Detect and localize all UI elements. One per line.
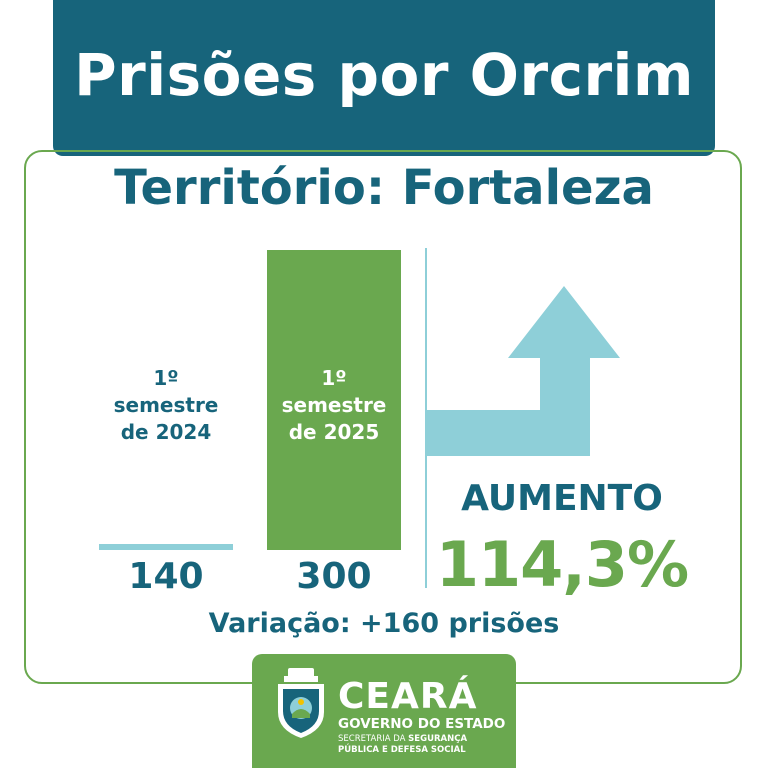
secretariat-highlight-2: PÚBLICA E DEFESA SOCIAL (338, 745, 466, 755)
bar-category-label-2: 1º semestre de 2025 (281, 366, 387, 444)
secretariat-prefix: SECRETARIA DA (338, 734, 406, 744)
brand-name: CEARÁ (338, 676, 478, 717)
bar-1 (99, 544, 233, 550)
bar-value-label-1: 140 (128, 556, 204, 597)
government-label: GOVERNO DO ESTADO (338, 716, 506, 732)
variation-text: Variação: +160 prisões (208, 608, 560, 639)
increase-percent: 114,3% (435, 528, 689, 601)
arrow-up-turn-icon (426, 286, 620, 456)
secretariat-highlight-1: SEGURANÇA (408, 734, 468, 744)
bar-2 (267, 250, 401, 550)
page-title: Prisões por Orcrim (74, 41, 694, 109)
bar-value-label-2: 300 (296, 556, 372, 597)
title-banner: Prisões por Orcrim (53, 0, 715, 156)
increase-label: AUMENTO (461, 478, 663, 519)
government-logo: CEARÁ GOVERNO DO ESTADO SECRETARIA DA SE… (252, 654, 516, 768)
state-crest-icon (278, 668, 324, 738)
territory-title: Território: Fortaleza (114, 160, 654, 216)
bar-category-label-1: 1º semestre de 2024 (113, 366, 219, 444)
secretariat-label: SECRETARIA DA SEGURANÇA PÚBLICA E DEFESA… (338, 734, 508, 756)
